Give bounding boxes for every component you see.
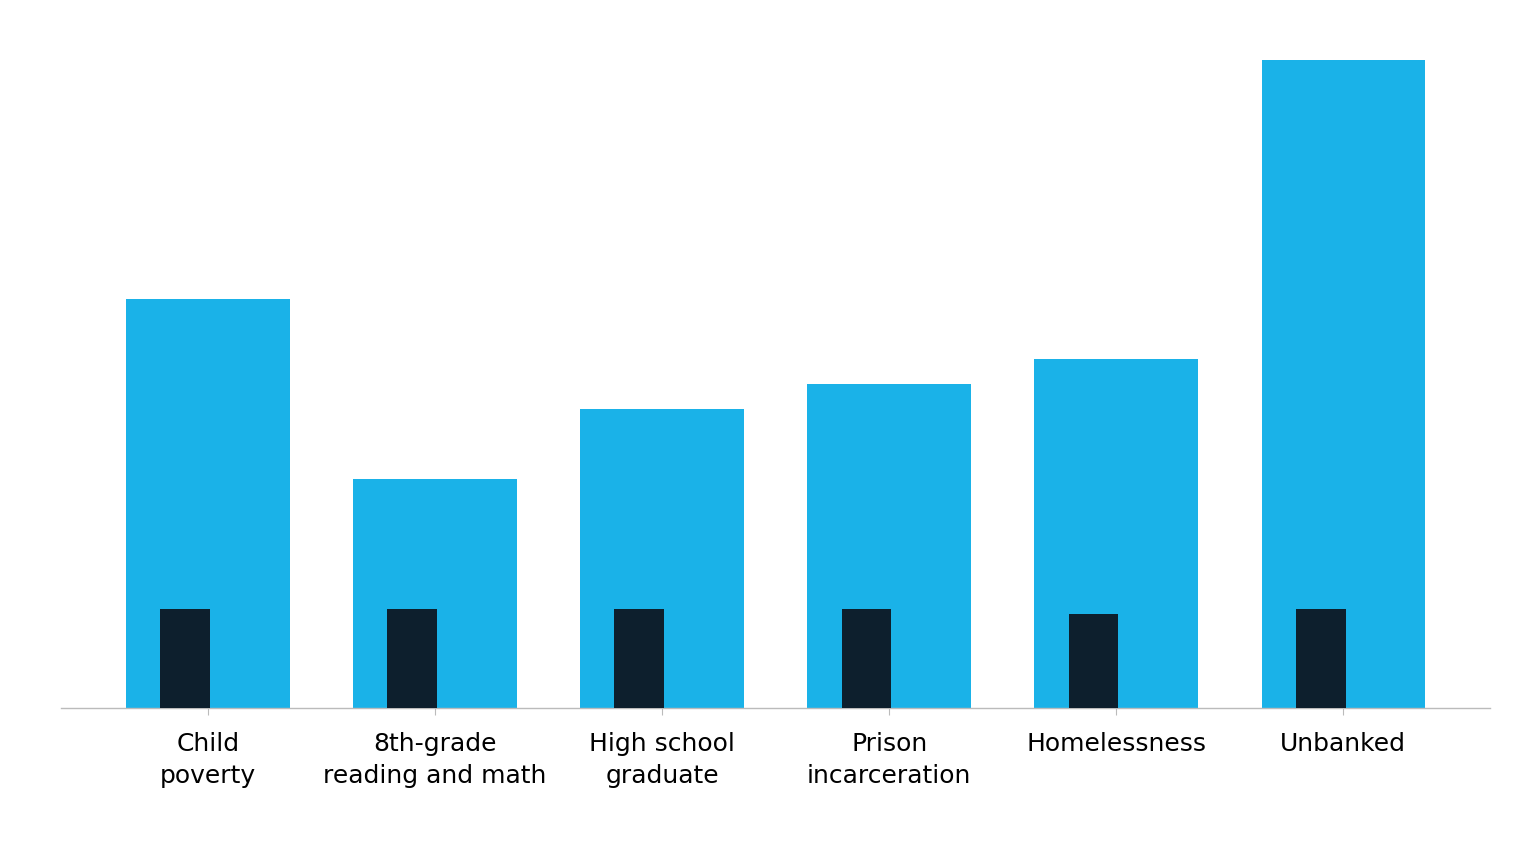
Bar	[842, 608, 891, 708]
Bar	[353, 479, 518, 708]
Bar	[614, 608, 665, 708]
Bar	[581, 409, 743, 708]
Bar	[1069, 613, 1118, 708]
Bar	[1295, 608, 1346, 708]
Bar	[160, 608, 210, 708]
Bar	[1261, 60, 1425, 708]
Bar	[1034, 359, 1198, 708]
Bar	[808, 384, 971, 708]
Bar	[126, 299, 290, 708]
Bar	[387, 608, 438, 708]
